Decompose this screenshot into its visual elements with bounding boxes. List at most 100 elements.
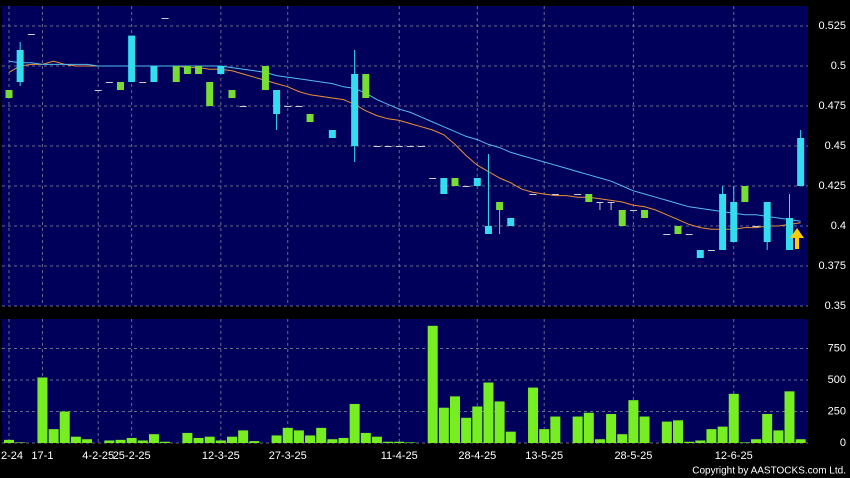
candle-body xyxy=(786,218,793,250)
volume-bar xyxy=(360,432,371,443)
volume-bar xyxy=(37,377,48,443)
volume-bar xyxy=(271,435,282,443)
candle-body xyxy=(5,90,13,98)
candle-body xyxy=(161,18,169,19)
candle-body xyxy=(384,146,392,147)
x-tick-label: 28-5-25 xyxy=(614,450,652,462)
volume-bar xyxy=(461,417,472,443)
x-tick-label: 12-6-25 xyxy=(715,450,753,462)
candle-body xyxy=(529,194,537,195)
volume-bar xyxy=(606,414,617,443)
candle-body xyxy=(719,194,727,250)
volume-bar xyxy=(405,442,416,443)
candle-body xyxy=(607,202,615,203)
volume-bar xyxy=(438,407,449,443)
volume-bar xyxy=(148,434,159,443)
candle-body xyxy=(94,90,102,91)
candle-body xyxy=(217,66,225,74)
candle-body xyxy=(574,194,582,195)
volume-bar xyxy=(706,429,717,443)
y-tick-label: 0.35 xyxy=(825,300,846,312)
volume-bar xyxy=(628,400,639,443)
volume-bar xyxy=(349,403,360,443)
volume-bar xyxy=(249,441,260,443)
candle-body xyxy=(295,106,303,107)
candle-body xyxy=(473,178,481,186)
candle-body xyxy=(741,186,749,202)
candle-body xyxy=(429,178,437,179)
volume-bar xyxy=(193,437,204,443)
candle-body xyxy=(117,82,124,90)
candle-body xyxy=(674,226,682,234)
y-tick-label: 750 xyxy=(828,342,846,354)
candle-body xyxy=(629,210,637,211)
candle-body xyxy=(618,210,626,226)
x-tick-label: 13-5-25 xyxy=(525,450,563,462)
candle-body xyxy=(27,34,35,35)
volume-bar xyxy=(115,439,126,443)
volume-bar xyxy=(684,441,695,443)
volume-bar xyxy=(762,414,773,443)
volume-bar xyxy=(204,436,215,443)
candle-body xyxy=(596,202,604,203)
candle-body xyxy=(663,234,671,235)
candle-body xyxy=(273,90,281,114)
volume-bar xyxy=(427,325,438,443)
volume-bar xyxy=(795,439,806,443)
candle-body xyxy=(696,250,704,258)
volume-bar xyxy=(227,436,237,443)
volume-panel xyxy=(2,319,808,443)
volume-bar xyxy=(327,439,338,443)
x-tick-label: 12-3-25 xyxy=(202,450,240,462)
volume-bar xyxy=(739,442,750,443)
volume-bar xyxy=(695,440,706,443)
volume-bar xyxy=(661,421,672,443)
y-tick-label: 0.375 xyxy=(818,260,846,272)
candle-body xyxy=(395,146,403,147)
volume-bar xyxy=(182,432,193,443)
volume-bar xyxy=(494,401,505,443)
candle-body xyxy=(752,226,760,227)
volume-bar xyxy=(505,431,516,443)
candle-body xyxy=(507,218,515,226)
price-panel xyxy=(2,6,808,306)
candle-body xyxy=(462,186,470,187)
x-tick-label: 17-1 xyxy=(31,450,53,462)
volume-bar xyxy=(371,436,382,443)
volume-bar xyxy=(59,411,70,443)
volume-bar xyxy=(394,441,405,443)
candle-body xyxy=(351,74,359,146)
y-tick-label: 0 xyxy=(840,437,846,449)
candle-body xyxy=(362,74,370,98)
y-tick-label: 500 xyxy=(828,374,846,386)
volume-bar xyxy=(594,439,605,443)
candle-body xyxy=(105,82,113,83)
volume-bar xyxy=(126,437,137,443)
candle-body xyxy=(139,82,147,83)
candle-body xyxy=(797,138,805,186)
y-tick-label: 0.4 xyxy=(831,220,846,232)
volume-bar xyxy=(15,442,26,443)
candle-body xyxy=(730,202,738,242)
volume-bar xyxy=(305,435,316,443)
candle-body xyxy=(641,210,649,218)
volume-bar xyxy=(528,387,539,443)
volume-bar xyxy=(717,426,728,443)
volume-bar xyxy=(137,440,148,443)
volume-bar xyxy=(338,437,349,443)
candle-body xyxy=(763,202,771,242)
candle-body xyxy=(484,226,492,234)
volume-bar xyxy=(82,439,93,443)
candle-body xyxy=(418,146,426,147)
candle-body xyxy=(195,66,203,74)
candle-body xyxy=(685,234,693,235)
candle-body xyxy=(328,130,336,138)
volume-bar xyxy=(70,436,81,443)
candle-body xyxy=(172,66,180,82)
candle-body xyxy=(451,178,459,186)
volume-bar xyxy=(4,439,14,443)
candle-body xyxy=(707,250,715,251)
volume-bar xyxy=(728,393,739,443)
x-tick-label: 4-2-25 xyxy=(82,450,114,462)
